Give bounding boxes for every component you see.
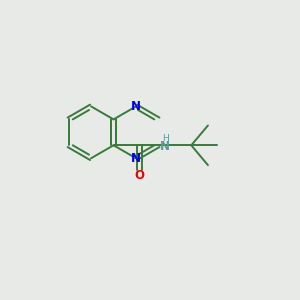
Text: H: H [162,134,169,143]
Text: N: N [160,140,170,153]
Text: N: N [131,100,141,113]
Text: N: N [131,152,141,165]
Text: O: O [134,169,145,182]
